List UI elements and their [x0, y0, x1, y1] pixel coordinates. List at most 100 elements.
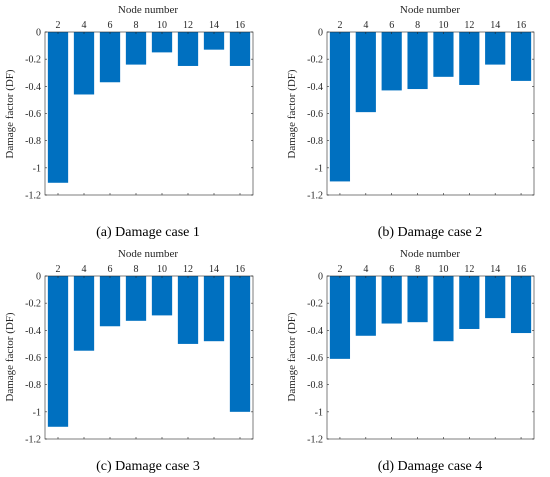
y-axis-label: Damage factor (DF) — [286, 69, 298, 159]
plot-area: 2 4 6 8 10 12 14 16 0 -0.2 -0.4 -0.6 -0.8 -1 -1.2 — [307, 264, 535, 446]
x-axis-label: Node number — [118, 4, 179, 16]
y-tick-label: 0 — [318, 272, 323, 283]
y-tick-label: -0.4 — [307, 326, 323, 337]
x-tick-label: 10 — [438, 264, 448, 275]
panel-caption: (b) Damage case 2 — [378, 225, 483, 240]
bar-node-10 — [151, 276, 173, 316]
bar-node-12 — [459, 276, 480, 329]
bar-node-14 — [485, 276, 506, 319]
x-tick-label: 14 — [209, 20, 219, 31]
bar-node-2 — [329, 276, 351, 359]
bar-node-12 — [177, 32, 199, 66]
bar-node-2 — [47, 32, 69, 183]
bar-node-2 — [329, 32, 351, 182]
panel-d: Node number Damage factor (DF) 2 4 6 8 10 12 1… — [286, 248, 535, 474]
x-tick-label: 14 — [209, 264, 219, 275]
y-tick-label: 0 — [36, 28, 41, 39]
y-axis-label: Damage factor (DF) — [4, 312, 16, 402]
y-axis-label: Damage factor (DF) — [4, 69, 16, 159]
bar-node-2 — [47, 276, 69, 427]
y-tick-label: -0.6 — [307, 353, 323, 364]
x-tick-label: 10 — [157, 264, 167, 275]
x-tick-label: 6 — [108, 264, 113, 275]
x-tick-label: 16 — [235, 264, 245, 275]
y-tick-label: -0.8 — [25, 380, 41, 391]
bar-node-4 — [73, 276, 95, 351]
y-tick-label: -0.2 — [25, 299, 41, 310]
plot-area: 2 4 6 8 10 12 14 16 0 -0.2 -0.4 -0.6 -0.8 -1 -1.2 — [25, 20, 254, 202]
panel-a: Node number Damage factor (DF) 2 4 6 8 10 12 1… — [4, 4, 254, 240]
panel-c: Node number Damage factor (DF) 2 4 6 8 10 12 1… — [4, 248, 254, 474]
x-tick-label: 4 — [363, 20, 368, 31]
y-tick-label: 0 — [36, 272, 41, 283]
x-tick-label: 12 — [464, 20, 474, 31]
y-tick-label: -0.2 — [307, 299, 323, 310]
bar-node-16 — [510, 276, 532, 334]
x-tick-label: 12 — [183, 264, 193, 275]
y-tick-label: -0.6 — [307, 109, 323, 120]
y-tick-label: -1 — [315, 163, 323, 174]
y-tick-label: -0.2 — [25, 55, 41, 66]
x-axis-label: Node number — [400, 248, 461, 260]
bar-node-6 — [99, 276, 121, 327]
bar-node-6 — [381, 32, 402, 91]
bar-node-6 — [381, 276, 402, 324]
y-tick-label: -1 — [315, 407, 323, 418]
x-tick-label: 16 — [516, 264, 526, 275]
y-tick-label: -0.4 — [25, 326, 41, 337]
x-tick-label: 6 — [389, 264, 394, 275]
bar-node-10 — [433, 32, 454, 77]
x-tick-label: 4 — [82, 264, 87, 275]
x-tick-label: 8 — [415, 20, 420, 31]
x-axis-label: Node number — [118, 248, 179, 260]
y-tick-label: -0.4 — [307, 82, 323, 93]
y-axis-label: Damage factor (DF) — [286, 312, 298, 402]
x-tick-label: 6 — [108, 20, 113, 31]
panel-b: Node number Damage factor (DF) 2 4 6 8 10 12 1… — [286, 4, 535, 240]
bar-node-12 — [459, 32, 480, 85]
bar-node-10 — [433, 276, 454, 342]
bar-node-16 — [229, 276, 251, 412]
y-tick-label: -1.2 — [307, 435, 323, 446]
bar-node-4 — [355, 276, 376, 336]
panel-caption: (a) Damage case 1 — [96, 225, 200, 240]
x-tick-label: 2 — [337, 264, 342, 275]
bar-node-14 — [203, 276, 225, 342]
bar-node-16 — [229, 32, 251, 66]
x-tick-label: 8 — [134, 264, 139, 275]
y-tick-label: -0.4 — [25, 82, 41, 93]
bar-node-8 — [125, 276, 147, 321]
x-tick-label: 4 — [82, 20, 87, 31]
bar-node-8 — [125, 32, 147, 65]
x-tick-label: 12 — [464, 264, 474, 275]
x-tick-label: 14 — [490, 264, 500, 275]
bar-node-14 — [203, 32, 225, 50]
x-tick-label: 16 — [235, 20, 245, 31]
y-tick-label: -0.8 — [307, 380, 323, 391]
y-tick-label: -0.8 — [25, 136, 41, 147]
x-tick-label: 10 — [157, 20, 167, 31]
y-tick-label: -0.2 — [307, 55, 323, 66]
y-tick-label: -1 — [33, 163, 41, 174]
bar-node-16 — [510, 32, 532, 81]
bar-node-8 — [407, 32, 428, 90]
x-tick-label: 12 — [183, 20, 193, 31]
bar-node-12 — [177, 276, 199, 344]
x-tick-label: 2 — [56, 264, 61, 275]
y-tick-label: -1.2 — [25, 191, 41, 202]
panel-caption: (d) Damage case 4 — [378, 459, 483, 474]
x-tick-label: 4 — [363, 264, 368, 275]
bar-node-10 — [151, 32, 173, 53]
y-tick-label: -1.2 — [25, 435, 41, 446]
y-tick-label: -1.2 — [307, 191, 323, 202]
x-tick-label: 8 — [134, 20, 139, 31]
x-axis-label: Node number — [400, 4, 461, 16]
panel-caption: (c) Damage case 3 — [96, 459, 200, 474]
bar-node-6 — [99, 32, 121, 83]
plot-area: 2 4 6 8 10 12 14 16 0 -0.2 -0.4 -0.6 -0.8 -1 -1.2 — [25, 264, 254, 446]
y-tick-label: -0.8 — [307, 136, 323, 147]
x-tick-label: 2 — [56, 20, 61, 31]
y-tick-label: 0 — [318, 28, 323, 39]
bar-node-14 — [485, 32, 506, 65]
